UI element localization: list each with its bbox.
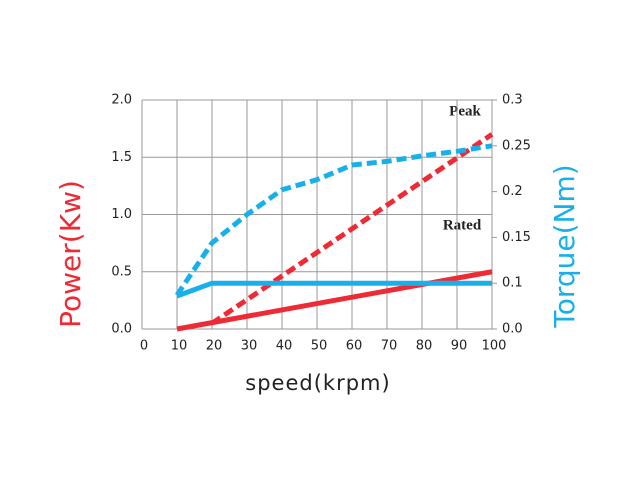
x-tick-label: 50 — [311, 339, 328, 354]
x-tick-label: 0 — [140, 339, 148, 354]
x-tick-label: 70 — [381, 339, 398, 354]
x-tick-label: 30 — [241, 339, 258, 354]
x-tick-label: 10 — [171, 339, 188, 354]
x-tick-label: 100 — [482, 339, 507, 354]
x-tick-label: 80 — [416, 339, 433, 354]
y2-tick-label: 0.2 — [502, 184, 523, 199]
annotation: Rated — [443, 217, 482, 233]
y-tick-label: 1.5 — [111, 150, 132, 165]
y-axis-label: Power(Kw) — [54, 180, 87, 328]
line-series — [176, 280, 492, 299]
y2-tick-label: 0.1 — [502, 276, 523, 291]
y-tick-label: 1.0 — [111, 207, 132, 222]
x-tick-label: 40 — [276, 339, 293, 354]
y-tick-label: 0.5 — [111, 264, 132, 279]
line-series — [176, 269, 493, 332]
x-tick-label: 20 — [206, 339, 223, 354]
x-tick-label: 60 — [346, 339, 363, 354]
y2-tick-label: 0.3 — [502, 93, 523, 108]
y-tick-label: 0.0 — [111, 322, 132, 337]
x-axis-label: speed(krpm) — [245, 371, 390, 395]
y2-tick-label: 0.0 — [502, 322, 523, 337]
y2-tick-label: 0.25 — [502, 138, 531, 153]
annotation: Peak — [449, 103, 481, 119]
y2-axis-label: Torque(Nm) — [548, 164, 581, 328]
y2-tick-label: 0.15 — [502, 230, 531, 245]
y-tick-label: 2.0 — [111, 93, 132, 108]
line-series — [210, 132, 494, 326]
x-tick-label: 90 — [451, 339, 468, 354]
